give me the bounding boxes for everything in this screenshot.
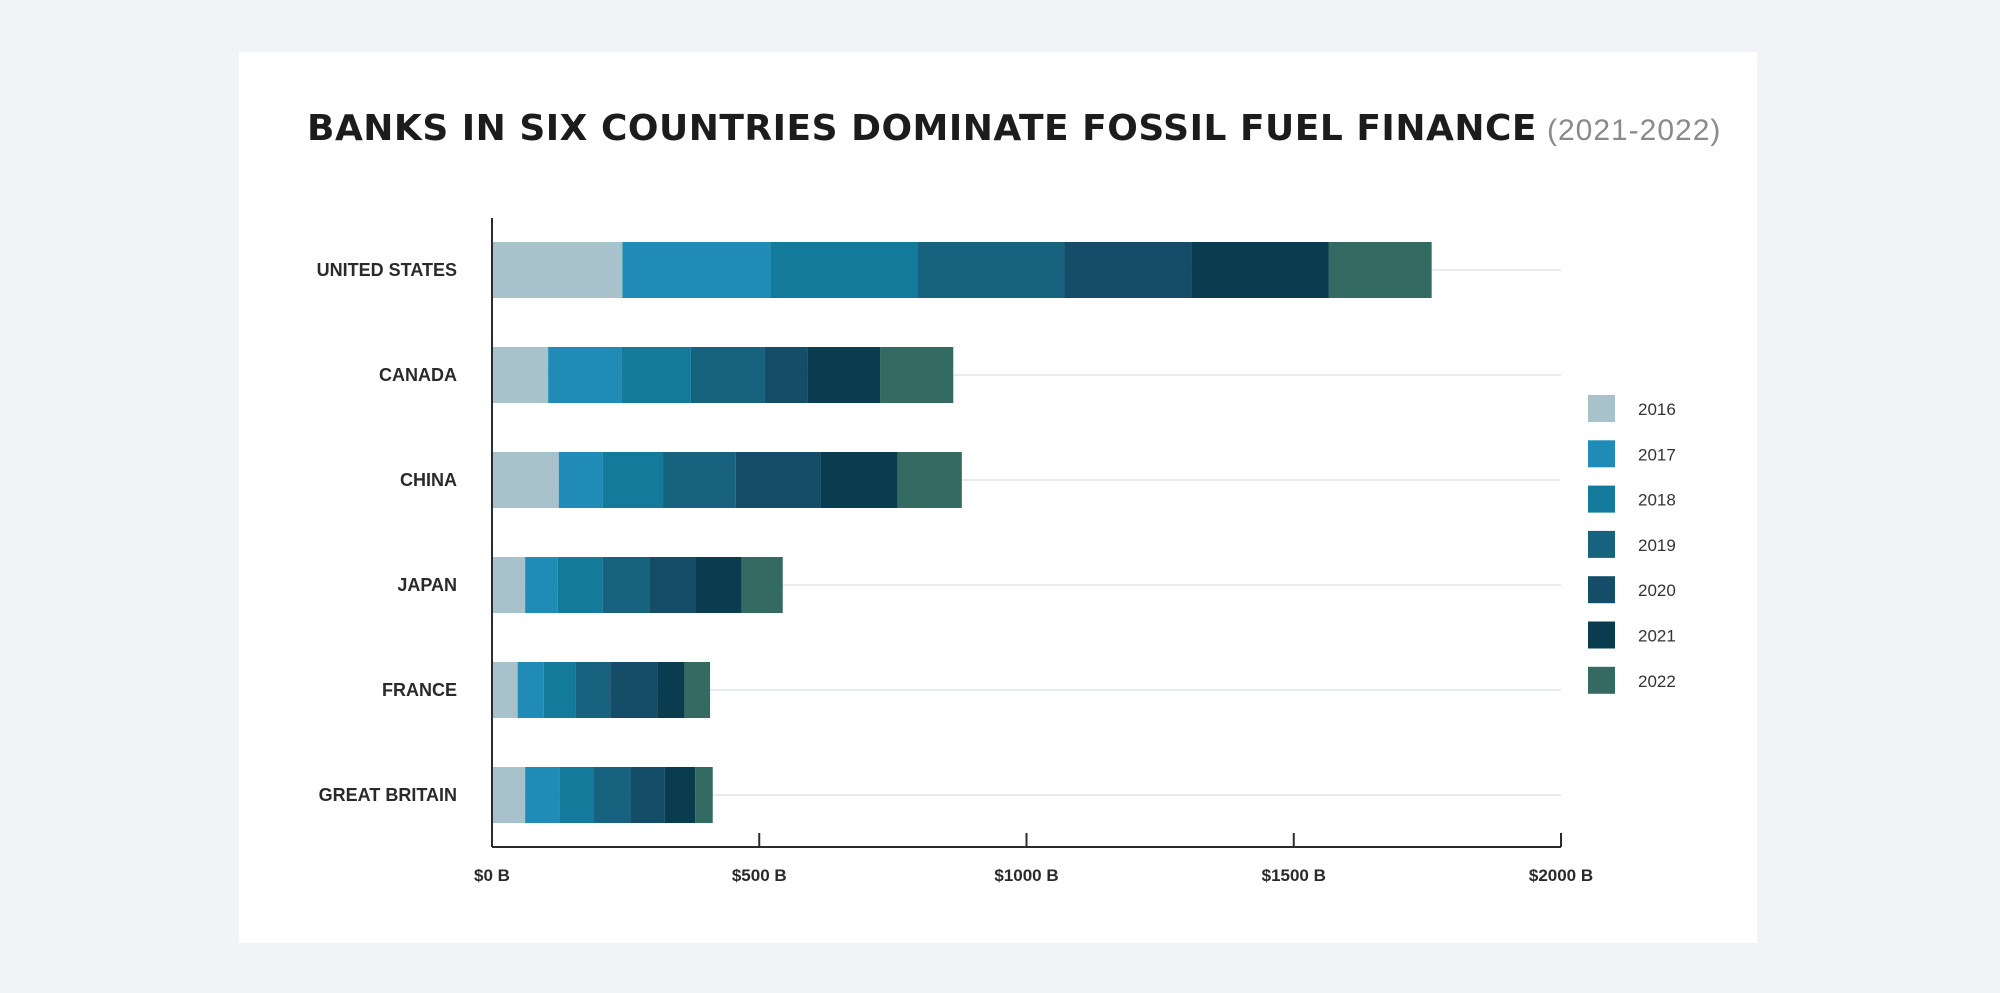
bar-segment-2022 bbox=[684, 662, 711, 718]
bar-segment-2019 bbox=[602, 557, 650, 613]
bar-segment-2019 bbox=[663, 452, 736, 508]
legend-label: 2017 bbox=[1638, 445, 1676, 464]
legend-swatch-2018 bbox=[1588, 485, 1615, 513]
legend-label: 2016 bbox=[1638, 400, 1676, 419]
bar-segment-2018 bbox=[543, 662, 576, 718]
chart-title: BANKS IN SIX COUNTRIES DOMINATE FOSSIL F… bbox=[307, 108, 1537, 149]
bar-segment-2018 bbox=[557, 557, 603, 613]
legend-swatch-2017 bbox=[1588, 440, 1615, 468]
legend-label: 2019 bbox=[1638, 536, 1676, 555]
bar-segment-2022 bbox=[880, 347, 954, 403]
bar-segment-2021 bbox=[807, 347, 881, 403]
legend-swatch-2022 bbox=[1588, 666, 1615, 694]
bar-segment-2020 bbox=[1064, 242, 1192, 298]
category-label: CHINA bbox=[400, 470, 457, 490]
bar-segment-2021 bbox=[657, 662, 685, 718]
bar-segment-2017 bbox=[517, 662, 544, 718]
bar-segment-2016 bbox=[492, 557, 526, 613]
bar-segment-2018 bbox=[602, 452, 664, 508]
bar-segment-2018 bbox=[621, 347, 691, 403]
x-tick-label: $1500 B bbox=[1262, 866, 1326, 885]
bar-segment-2020 bbox=[764, 347, 808, 403]
legend: 2016 2017 2018 2019 2020 2021 2022 bbox=[1588, 395, 1676, 694]
bar-segment-2022 bbox=[1328, 242, 1432, 298]
axes bbox=[491, 218, 1561, 848]
bar-segment-2021 bbox=[695, 557, 742, 613]
bar-segment-2019 bbox=[917, 242, 1065, 298]
category-label: GREAT BRITAIN bbox=[319, 785, 457, 805]
legend-swatch-2021 bbox=[1588, 621, 1615, 649]
bar-segment-2018 bbox=[771, 242, 918, 298]
category-label: JAPAN bbox=[397, 575, 457, 595]
bar-segment-2016 bbox=[492, 452, 559, 508]
x-tick-label: $2000 B bbox=[1529, 866, 1593, 885]
legend-swatch-2020 bbox=[1588, 576, 1615, 604]
bar-segment-2022 bbox=[897, 452, 962, 508]
category-label: CANADA bbox=[379, 365, 457, 385]
bar-segment-2022 bbox=[741, 557, 783, 613]
bar-segment-2017 bbox=[548, 347, 622, 403]
legend-label: 2022 bbox=[1638, 672, 1676, 691]
bar-segment-2019 bbox=[690, 347, 765, 403]
bar-segment-2022 bbox=[695, 767, 713, 823]
x-tick-label: $1000 B bbox=[994, 866, 1058, 885]
category-label: FRANCE bbox=[382, 680, 457, 700]
bar-segment-2017 bbox=[558, 452, 603, 508]
bar-segment-2016 bbox=[492, 662, 518, 718]
bar-segment-2016 bbox=[492, 767, 526, 823]
legend-label: 2021 bbox=[1638, 627, 1676, 646]
bar-segment-2021 bbox=[664, 767, 696, 823]
bar-segment-2021 bbox=[820, 452, 898, 508]
bar-segment-2017 bbox=[525, 767, 560, 823]
bar-segment-2016 bbox=[492, 242, 623, 298]
x-tick-label: $500 B bbox=[732, 866, 787, 885]
chart-subtitle: (2021-2022) bbox=[1546, 114, 1722, 147]
bar-segment-2021 bbox=[1191, 242, 1329, 298]
bar-segment-2017 bbox=[622, 242, 772, 298]
x-ticks: $0 B $500 B $1000 B $1500 B $2000 B bbox=[474, 833, 1593, 885]
x-tick-label: $0 B bbox=[474, 866, 510, 885]
legend-label: 2020 bbox=[1638, 581, 1676, 600]
legend-label: 2018 bbox=[1638, 491, 1676, 510]
legend-swatch-2019 bbox=[1588, 530, 1615, 558]
bar-segment-2018 bbox=[559, 767, 594, 823]
bar-segment-2019 bbox=[593, 767, 631, 823]
category-label: UNITED STATES bbox=[317, 260, 457, 280]
bar-segment-2020 bbox=[649, 557, 696, 613]
legend-swatch-2016 bbox=[1588, 395, 1615, 422]
bar-segment-2016 bbox=[492, 347, 549, 403]
bar-segment-2019 bbox=[575, 662, 611, 718]
category-labels: UNITED STATES CANADA CHINA JAPAN FRANCE GREAT… bbox=[317, 260, 457, 805]
bar-segment-2020 bbox=[610, 662, 658, 718]
chart-title-row: BANKS IN SIX COUNTRIES DOMINATE FOSSIL F… bbox=[307, 108, 1721, 149]
bar-segment-2017 bbox=[525, 557, 558, 613]
bar-segment-2020 bbox=[735, 452, 821, 508]
bar-segment-2020 bbox=[630, 767, 665, 823]
bars bbox=[492, 242, 1432, 823]
